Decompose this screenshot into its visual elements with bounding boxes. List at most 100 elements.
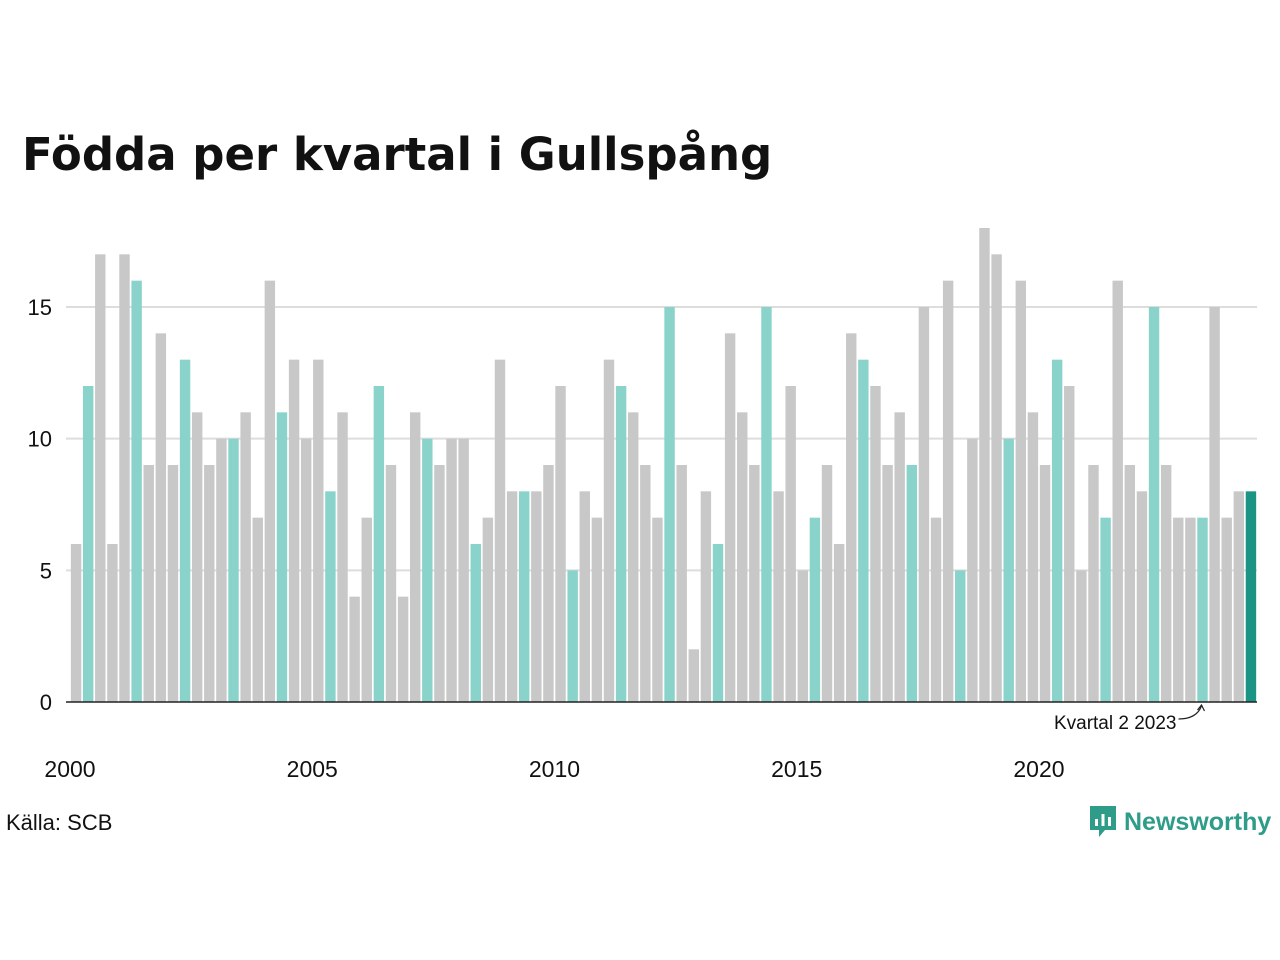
bar <box>761 307 772 702</box>
bar <box>143 465 154 702</box>
bar <box>1088 465 1099 702</box>
chart-title: Födda per kvartal i Gullspång <box>22 128 773 181</box>
newsworthy-chart-bubble-icon <box>1090 806 1116 837</box>
bar <box>979 228 990 702</box>
bar <box>821 465 833 702</box>
bar <box>652 517 663 702</box>
bar <box>846 333 857 702</box>
bar <box>300 438 312 702</box>
bar <box>640 465 651 702</box>
bar <box>737 412 748 702</box>
bar <box>567 570 578 702</box>
bar <box>1027 412 1039 702</box>
bar-chart: 0 5 10 15 2000 2005 2010 2015 2020 Kvartal 2 202… <box>28 228 1257 782</box>
bar <box>506 491 518 702</box>
bar <box>676 465 687 702</box>
bar <box>1185 517 1196 702</box>
bar <box>773 491 784 702</box>
bar <box>397 596 409 702</box>
annotation: Kvartal 2 2023 <box>1054 703 1206 734</box>
bar <box>361 517 372 702</box>
bar <box>724 333 736 702</box>
bar <box>664 307 675 702</box>
bar <box>313 359 324 702</box>
bar <box>918 307 930 702</box>
bar <box>1003 438 1014 702</box>
axes: 0 5 10 15 2000 2005 2010 2015 2020 <box>28 295 1257 782</box>
x-tick-label: 2000 <box>44 756 95 782</box>
bar <box>967 438 978 702</box>
bar <box>749 465 760 702</box>
bar <box>1148 307 1160 702</box>
bar <box>288 359 300 702</box>
bar <box>870 386 881 702</box>
bar <box>688 649 699 702</box>
bar <box>434 465 445 702</box>
bar <box>555 386 566 702</box>
bar <box>409 412 421 702</box>
bar <box>991 254 1002 703</box>
bar <box>809 517 821 702</box>
bar <box>1221 517 1232 702</box>
y-tick-label: 10 <box>28 427 52 452</box>
bar <box>519 491 530 702</box>
x-tick-label: 2015 <box>771 756 822 782</box>
bar <box>167 465 179 702</box>
bar <box>1136 491 1148 702</box>
bar <box>1233 491 1245 702</box>
bar <box>482 517 494 702</box>
bar <box>1209 307 1220 702</box>
bar <box>543 465 554 702</box>
bar <box>119 254 130 703</box>
bar <box>1064 386 1075 702</box>
bar <box>252 517 263 702</box>
bar <box>204 465 215 702</box>
logo-text: Newsworthy <box>1124 807 1272 836</box>
bar <box>264 280 276 702</box>
bar <box>712 544 724 702</box>
bar <box>858 359 869 702</box>
bar <box>955 570 966 702</box>
y-tick-label: 15 <box>28 295 52 320</box>
bar <box>531 491 542 702</box>
bar <box>882 465 893 702</box>
newsworthy-logo: Newsworthy <box>1088 804 1271 840</box>
bar <box>470 544 481 702</box>
bar <box>579 491 590 702</box>
bar <box>82 386 94 702</box>
annotation-arrow <box>1178 705 1203 720</box>
bar <box>240 412 251 702</box>
bar <box>216 438 227 702</box>
bar <box>1039 465 1051 702</box>
annotation-arrowhead <box>1197 703 1206 712</box>
bar <box>1112 280 1123 702</box>
bar <box>1015 280 1027 702</box>
bar <box>325 491 336 702</box>
bar <box>1076 570 1087 702</box>
x-tick-label: 2005 <box>287 756 338 782</box>
bar <box>131 280 142 702</box>
bar <box>1160 465 1172 702</box>
bar <box>942 280 954 702</box>
bar <box>179 359 191 702</box>
bar <box>797 570 808 702</box>
bar <box>1124 465 1136 702</box>
bar <box>1197 517 1208 702</box>
bar <box>276 412 288 702</box>
bar <box>70 544 82 702</box>
bar <box>1100 517 1111 702</box>
bar <box>1245 491 1257 702</box>
bar <box>591 517 603 702</box>
bar <box>385 465 397 702</box>
bar <box>1173 517 1184 702</box>
bar <box>603 359 615 702</box>
x-tick-label: 2020 <box>1013 756 1064 782</box>
bar <box>906 465 918 702</box>
bars <box>70 228 1257 703</box>
bar <box>155 333 167 702</box>
bar <box>373 386 385 702</box>
bar <box>785 386 796 702</box>
bar <box>1051 359 1063 702</box>
bar <box>458 438 469 702</box>
bar <box>833 544 845 702</box>
